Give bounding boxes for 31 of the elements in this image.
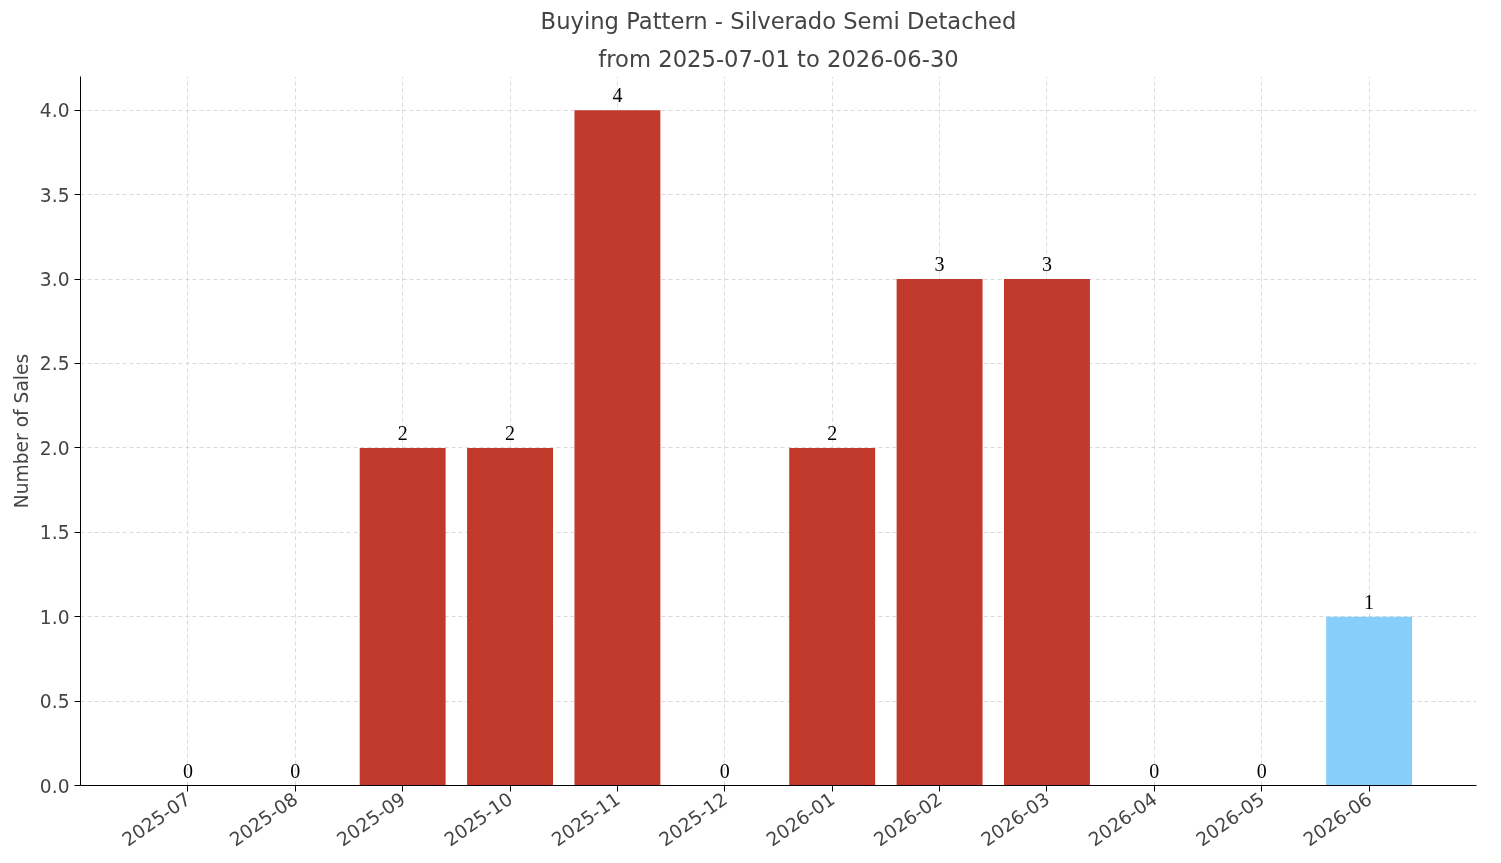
data-label: 2 xyxy=(505,421,516,444)
data-label: 3 xyxy=(1041,253,1052,276)
y-tick-label: 1.0 xyxy=(39,606,70,628)
data-label: 2 xyxy=(827,421,838,444)
data-label: 2 xyxy=(397,421,408,444)
y-tick-label: 3.0 xyxy=(39,269,70,291)
data-label: 0 xyxy=(719,759,730,782)
data-label: 3 xyxy=(934,253,945,276)
data-label: 4 xyxy=(612,84,623,107)
y-tick-label: 2.0 xyxy=(39,437,70,459)
y-axis-title: Number of Sales xyxy=(10,353,32,509)
data-label: 1 xyxy=(1364,590,1375,613)
chart-title: Buying Pattern - Silverado Semi Detached xyxy=(540,7,1017,34)
y-tick-label: 4.0 xyxy=(39,100,70,122)
y-tick-label: 3.5 xyxy=(39,184,70,206)
y-tick-label: 0.0 xyxy=(39,775,70,797)
bar xyxy=(1326,616,1413,786)
bar xyxy=(467,447,553,786)
bar xyxy=(359,447,446,786)
bar xyxy=(574,110,661,786)
data-label: 0 xyxy=(182,759,193,782)
y-tick-label: 2.5 xyxy=(39,353,70,375)
bar xyxy=(789,447,876,786)
data-label: 0 xyxy=(1149,759,1160,782)
y-tick-label: 0.5 xyxy=(39,691,70,713)
y-tick-label: 1.5 xyxy=(39,522,70,544)
bar xyxy=(896,279,983,786)
data-label: 0 xyxy=(290,759,301,782)
data-label: 0 xyxy=(1256,759,1267,782)
bar xyxy=(1004,279,1090,786)
chart-subtitle: from 2025-07-01 to 2026-06-30 xyxy=(598,45,959,72)
